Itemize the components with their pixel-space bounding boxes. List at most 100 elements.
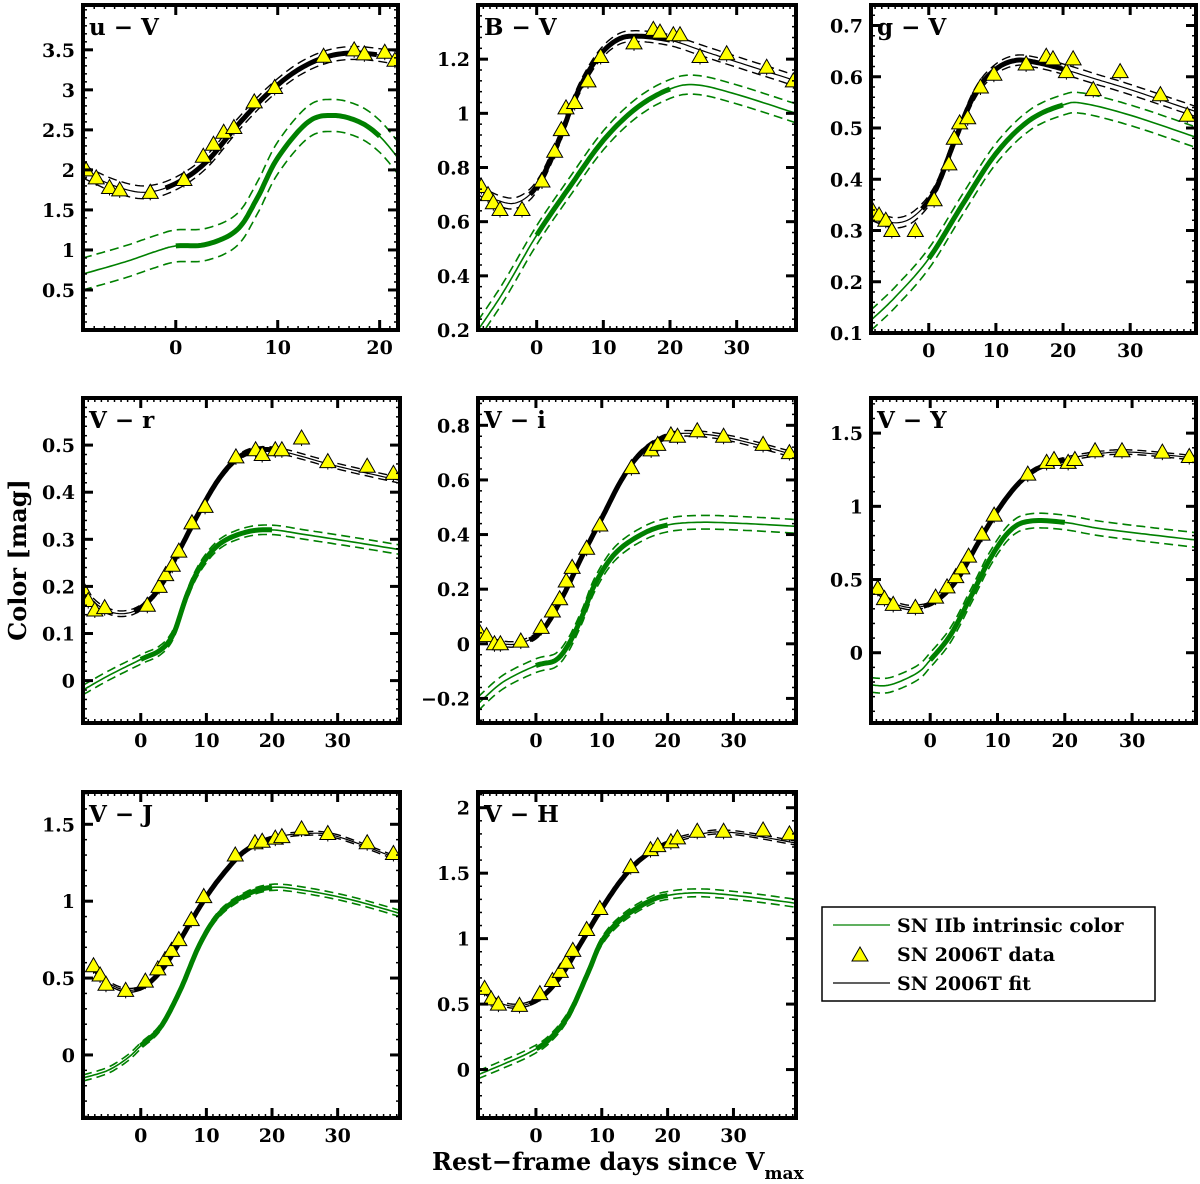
intrinsic-lower-bound [83,533,400,696]
axes-frame [81,790,402,1120]
data-point [358,833,377,850]
data-point [625,33,643,50]
data-point [194,887,213,904]
x-tick-label: 0 [169,337,182,359]
x-tick-label: 10 [983,340,1009,362]
data-point [1151,85,1170,102]
intrinsic-upper-bound [478,888,796,1072]
data-point [563,941,582,957]
intrinsic-upper-bound [871,512,1196,680]
data-point [938,577,956,594]
intrinsic-upper-bound [83,98,398,259]
y-tick-label: 0.8 [437,415,470,437]
data-point [784,71,796,88]
y-tick-label: 1 [457,103,470,125]
x-tick-label: 0 [134,730,147,752]
panel-title: V − i [483,407,546,434]
y-tick-label: 1 [62,240,75,262]
data-point [194,147,213,163]
data-point [622,458,641,475]
y-tick-label: 3 [62,80,75,102]
fit-upper-bound [83,45,398,187]
data-point [91,965,109,982]
fit-lower-bound [91,834,400,993]
data-point [531,984,549,1001]
data-point [1111,62,1129,79]
intrinsic-lower-bound [483,93,796,330]
fit-curve-data-range [920,57,1064,211]
data-point [757,58,776,74]
data-point [148,959,167,976]
x-tick-label: 10 [264,337,290,359]
y-tick-label: 1 [62,891,75,913]
data-point [489,995,508,1011]
data-point [551,962,570,978]
data-point [510,996,529,1012]
data-point [183,513,201,530]
axes-frame [476,790,798,1120]
data-point [100,178,119,195]
data-point [175,170,193,187]
legend-data-label: SN 2006T data [897,944,1055,966]
data-point [714,822,733,838]
fit-lower-bound [478,40,796,210]
x-axis-label-subscript: max [765,1164,805,1184]
fit-upper-bound [482,829,796,1005]
data-point [688,822,707,838]
data-point [150,577,168,593]
legend-box [821,906,1156,1002]
data-point [651,23,669,39]
data-point [1045,450,1063,466]
y-tick-label: 1 [850,496,863,518]
intrinsic-lower-bound [478,528,796,712]
intrinsic-curve [83,886,400,1079]
data-point [169,542,188,558]
x-axis-label: Rest−frame days since Vmax [432,1147,805,1184]
legend-intrinsic-label: SN IIb intrinsic color [897,915,1124,937]
data-point [952,558,971,575]
fit-upper-bound [83,445,400,612]
y-tick-label: 0.2 [830,272,863,294]
data-point [273,827,291,844]
data-point [196,497,214,513]
data-point [138,596,157,612]
data-point [384,844,400,861]
y-tick-label: 0.5 [830,570,863,592]
y-tick-label: 0 [62,1045,75,1067]
panel-8: 00.511.520 10 20 30V − H [437,790,798,1147]
intrinsic-upper-bound [871,91,1196,311]
data-point [557,571,576,588]
data-point [1178,106,1196,122]
data-point [940,154,958,171]
data-point [87,168,106,185]
data-point [959,547,978,563]
y-tick-label: 0.2 [42,576,75,598]
y-tick-label: 1.5 [42,814,75,836]
data-point [985,506,1003,522]
data-point [478,626,496,643]
axes-frame [81,396,402,725]
axes-frame [476,3,798,332]
intrinsic-lower-bound [871,526,1196,694]
fit-curve [478,35,796,205]
panel-4: 0 0.1 0.2 0.3 0.4 0.5 0 10 20 30 V − r [42,396,402,752]
y-tick-label: 0.3 [42,529,75,551]
plot-area [83,40,398,291]
data-point [648,836,667,853]
data-point [577,920,596,936]
data-point [925,190,943,207]
data-point [958,108,977,125]
intrinsic-lower-bound [871,111,1196,331]
data-point [1153,443,1172,459]
intrinsic-curve-data-range [139,527,273,662]
y-tick-label: 0.5 [42,280,75,302]
fit-lower-bound [871,64,1196,229]
data-point [590,515,609,532]
data-point [545,142,564,158]
data-point [1066,450,1084,466]
y-tick-label: 0.2 [437,320,470,342]
data-point [110,180,129,197]
data-point [621,857,640,874]
intrinsic-curve-data-range [928,518,1066,662]
y-tick-label: 1.2 [437,49,470,71]
